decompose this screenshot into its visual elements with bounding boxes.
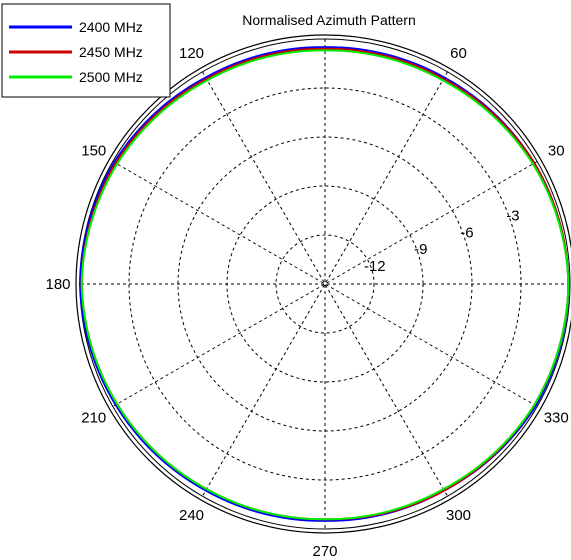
angle-label-150: 150 [81,143,106,160]
angle-label-300: 300 [446,507,471,524]
radial-label-minus9: -9 [414,241,427,258]
legend-box [1,3,171,98]
angle-label-120: 120 [179,45,204,62]
angle-label-30: 30 [548,143,565,160]
angle-label-60: 60 [450,45,467,62]
grid-spoke-60 [202,71,448,497]
grid-circle-0 [275,234,375,334]
legend-label-0: 2400 MHz [79,19,143,35]
radial-label-minus12: -12 [364,258,386,275]
grid-spoke-30 [112,161,538,407]
series-layer [78,46,570,522]
angle-labels: 30 60 120 150 180 210 240 270 300 330 [45,45,568,560]
angle-label-330: 330 [544,410,569,427]
legend-label-1: 2450 MHz [79,44,143,60]
polar-grid [75,34,571,534]
grid-spoke-150 [112,161,538,407]
legend: 2400 MHz 2450 MHz 2500 MHz [1,3,171,98]
angle-label-240: 240 [179,507,204,524]
angle-label-180: 180 [45,276,70,293]
legend-label-2: 2500 MHz [79,69,143,85]
radial-label-minus6: -6 [460,224,473,241]
grid-spoke-120 [202,71,448,497]
angle-label-210: 210 [81,410,106,427]
chart-title: Normalised Azimuth Pattern [242,12,416,28]
radial-label-minus3: -3 [506,208,519,225]
radial-labels: -12 -9 -6 -3 [364,208,520,275]
angle-label-270: 270 [312,543,337,560]
series-line-2 [80,49,570,521]
